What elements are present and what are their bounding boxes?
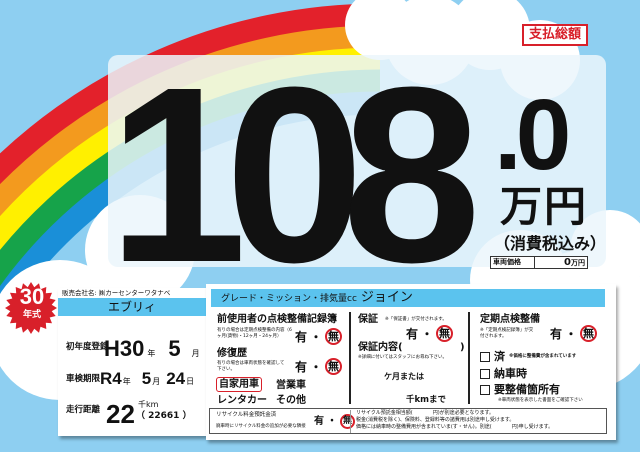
yes-option[interactable]: 有 [314, 416, 324, 427]
inspection-label: 車検期限 [66, 374, 101, 384]
warranty-content-close: ) [460, 342, 465, 353]
divider [350, 410, 351, 433]
year-badge-number: 30 [19, 284, 45, 309]
warranty-km: 千kmまで [406, 395, 447, 405]
day-unit: 日 [186, 377, 195, 386]
spec-grade: ジョイン [360, 290, 413, 305]
yes-option[interactable]: 有 [406, 327, 419, 341]
no-option-selected[interactable]: 無 [340, 414, 355, 429]
recycle-choice[interactable]: 有・無 [314, 414, 355, 429]
no-option-selected[interactable]: 無 [325, 358, 343, 375]
burst-shape [5, 282, 57, 334]
recycle-box: リサイクル料金預託金済 廃車時にリサイクル料金の追加が必要な隣接 有・無 リサイ… [209, 408, 607, 434]
repair-choice[interactable]: 有・無 [295, 358, 343, 375]
mileage-exact: （ 22661 ） [136, 411, 192, 421]
warranty-content-label: 保証内容( [358, 342, 403, 353]
usage-rental[interactable]: レンタカー [217, 395, 267, 406]
usage-other[interactable]: その他 [276, 395, 306, 406]
recycle-line: 価格には納車時の整備費用が含まれていま(す・せん)。別途( 円)申し受けます。 [356, 424, 554, 430]
maintenance-delivery-checkbox[interactable]: 納車時 [480, 367, 527, 380]
year-badge-suffix: 年式 [22, 310, 41, 320]
total-price-label: 支払総額 [522, 24, 588, 46]
warranty-note: ※「保証書」が交付されます。 [385, 317, 447, 322]
usage-private-selected[interactable]: 自家用車 [216, 377, 262, 392]
spec-bar: グレード・ミッション・排気量cc ジョイン [211, 289, 605, 307]
mileage-unit: 千km [138, 400, 159, 409]
option-label: 納車時 [494, 367, 527, 380]
repair-note: 有りの場合は車両状態を確認して下さい。 [217, 361, 285, 372]
first-reg-era: H30 [104, 336, 145, 361]
option-note: ※価格に整備費が含まれています [509, 353, 577, 359]
maintenance-choice[interactable]: 有・無 [550, 325, 598, 342]
separator: ・ [310, 330, 323, 344]
checkbox[interactable] [480, 351, 490, 362]
maintenance-needed-note: ※車両状態を表示した書面をご確認下さい [498, 398, 583, 403]
separator: ・ [310, 360, 323, 374]
base-price: 車両価格 0万円 [490, 256, 588, 269]
mileage-label: 走行距離 [66, 405, 101, 415]
price-main: 108 [108, 35, 481, 314]
year-unit: 年 [147, 349, 156, 358]
maintenance-title: 定期点検整備 [480, 314, 540, 325]
repair-title: 修復歴 [217, 348, 247, 359]
first-reg-label: 初年度登録 [66, 342, 109, 352]
year-unit: 年 [122, 377, 131, 386]
divider [349, 312, 351, 404]
separator: ・ [327, 416, 337, 427]
recycle-title: リサイクル料金預託金済 [216, 412, 277, 418]
no-option-selected[interactable]: 無 [580, 325, 598, 342]
warranty-months: ケ月または [384, 372, 424, 381]
price-decimal: .0 [494, 79, 571, 191]
no-option-selected[interactable]: 無 [436, 325, 454, 342]
month-unit: 月 [191, 349, 200, 358]
inspection-era: R4 [100, 369, 122, 388]
checkbox[interactable] [480, 384, 490, 395]
divider [468, 312, 470, 404]
inspection-month: 5 [141, 369, 152, 388]
base-price-label: 車両価格 [491, 257, 535, 268]
price-unit: 万円 [500, 182, 589, 231]
price-panel [108, 55, 606, 267]
yes-option[interactable]: 有 [295, 360, 308, 374]
maintenance-needed-checkbox[interactable]: 要整備箇所有 [480, 383, 560, 396]
first-reg-month: 5 [168, 336, 181, 361]
records-choice[interactable]: 有・無 [295, 328, 343, 345]
checkbox[interactable] [480, 368, 490, 379]
warranty-title: 保証 [358, 314, 378, 325]
mileage-value: 22 [106, 399, 135, 429]
month-unit: 月 [152, 377, 161, 386]
base-price-unit: 万円 [571, 259, 585, 267]
tax-note: （消費税込み） [494, 234, 607, 253]
maintenance-done-checkbox[interactable]: 済 ※価格に整備費が含まれています [480, 350, 576, 363]
no-option-selected[interactable]: 無 [325, 328, 343, 345]
records-note: 有りの場合は定期点検整備の内容（6ヶ月(貨物)・12ヶ月・24ヶ月） [217, 328, 292, 339]
inspection-day: 24 [166, 369, 186, 388]
recycle-line: 税金(消費税を除く)、保険料、登録料等の諸費用は別途申し受けます。 [356, 417, 515, 423]
details-card [206, 284, 616, 440]
spec-label: グレード・ミッション・排気量cc [221, 294, 357, 304]
separator: ・ [565, 327, 578, 341]
recycle-note: 廃車時にリサイクル料金の追加が必要な隣接 [216, 424, 306, 429]
yes-option[interactable]: 有 [295, 330, 308, 344]
seller-name: 販売会社名: ㈱カーセンターワタナベ [62, 289, 171, 297]
recycle-line: リサイクル預託金相当額( 円)が別途必要となります。 [356, 410, 495, 416]
option-label: 要整備箇所有 [494, 383, 560, 396]
vehicle-name: エブリィ [58, 298, 206, 316]
year-badge-burst [5, 282, 57, 334]
usage-commercial[interactable]: 営業車 [276, 380, 306, 391]
warranty-content-note: ※詳細に付いてはスタッフにお尋ね下さい。 [358, 355, 448, 360]
base-price-value: 0 [564, 257, 571, 268]
option-label: 済 [494, 350, 505, 363]
separator: ・ [421, 327, 434, 341]
yes-option[interactable]: 有 [550, 327, 563, 341]
records-title: 前使用者の点検整備記録簿 [217, 314, 337, 325]
warranty-choice[interactable]: 有・無 [406, 325, 454, 342]
first-reg-value: H30 年 5 月 [104, 336, 200, 362]
maintenance-note: ※「定期点検記録簿」が交付されます。 [480, 328, 534, 339]
